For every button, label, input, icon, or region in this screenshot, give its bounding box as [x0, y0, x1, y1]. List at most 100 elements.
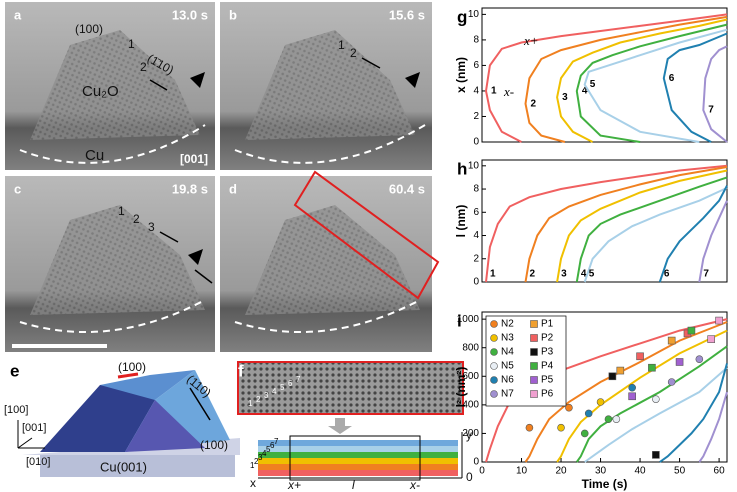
- facet: (100): [200, 438, 228, 452]
- annotation: x+: [523, 33, 539, 48]
- time: 15.6 s: [389, 7, 425, 22]
- layer: [258, 440, 458, 446]
- arrow: [189, 387, 211, 421]
- interface: [234, 124, 426, 164]
- legend-label: N5: [501, 361, 514, 372]
- marker: [628, 392, 636, 401]
- x-tick-label: 0: [479, 466, 485, 477]
- marker: [707, 335, 715, 343]
- marker: [565, 403, 573, 412]
- step: 2: [256, 395, 261, 404]
- series-label: 6: [669, 73, 675, 84]
- panel-b: b 15.6 s 1 2: [220, 2, 432, 170]
- arrowhead: [405, 72, 420, 88]
- axis-arrow: [17, 437, 33, 449]
- y-tick-label: 10: [468, 9, 480, 20]
- marker-label: x-: [409, 478, 420, 492]
- y-tick-label: 4: [473, 86, 479, 97]
- curve: [702, 45, 728, 143]
- marker: [525, 423, 534, 432]
- curve: [524, 166, 728, 283]
- step: 1: [118, 204, 125, 218]
- marker: [584, 409, 593, 418]
- curve: [662, 32, 728, 143]
- series-label: 2: [530, 98, 536, 109]
- y-tick-label: 10: [468, 160, 480, 171]
- curve: [575, 176, 728, 283]
- curve: [556, 18, 728, 143]
- metal-label: Cu: [85, 147, 104, 164]
- step: 3: [258, 453, 263, 462]
- top-step: [117, 372, 139, 379]
- curve: [583, 186, 728, 283]
- legend-symbol: [490, 362, 498, 370]
- step: 7: [296, 375, 301, 384]
- frame: [289, 435, 421, 481]
- y-tick-label: 800: [462, 342, 479, 353]
- x-tick-label: 50: [674, 466, 686, 477]
- curve: [698, 200, 728, 283]
- arrow: [159, 231, 179, 243]
- legend-box: [485, 315, 567, 407]
- marker: [616, 366, 625, 375]
- layer: [258, 446, 458, 452]
- panel-letter: a: [14, 7, 22, 22]
- marker: [667, 336, 676, 345]
- layer: [258, 470, 458, 476]
- curve: [484, 13, 728, 143]
- down-arrow: [328, 418, 352, 434]
- legend-symbol: [530, 362, 538, 370]
- curve: [658, 185, 728, 283]
- step: 3: [148, 220, 155, 234]
- curve: [583, 28, 728, 143]
- marker: [675, 358, 684, 366]
- arrow: [149, 79, 168, 91]
- scale-bar: [12, 344, 107, 348]
- step: 1: [338, 38, 345, 52]
- series-label: 7: [708, 105, 714, 116]
- legend-label: N4: [501, 347, 514, 358]
- y-tick-label: 600: [462, 371, 479, 382]
- marker: [580, 429, 589, 438]
- series-label: 4: [582, 86, 588, 97]
- panel-letter: f: [238, 361, 244, 380]
- curve: [524, 15, 728, 143]
- panel-c: c 19.8 s 1 2 3: [5, 176, 215, 352]
- time: 60.4 s: [389, 181, 425, 196]
- panel-a: a 13.0 s (100) (1̄10) 1 2 Cu₂O Cu [001]: [5, 2, 215, 170]
- time: 19.8 s: [172, 181, 208, 196]
- panel-letter: i: [457, 311, 462, 330]
- curve: [659, 363, 728, 463]
- step: 7: [274, 437, 279, 446]
- series-label: 2: [529, 269, 535, 280]
- marker: [687, 326, 696, 335]
- marker-label: x+: [287, 478, 301, 492]
- marker: [596, 398, 605, 406]
- step: 6: [270, 441, 275, 450]
- facet: (100): [75, 22, 103, 36]
- marker: [608, 372, 617, 381]
- series-label: 1: [490, 269, 496, 280]
- x-tick-label: 40: [635, 466, 647, 477]
- layer: [258, 452, 458, 458]
- x-tick-label: 60: [714, 466, 726, 477]
- legend-label: P6: [541, 389, 554, 400]
- marker: [715, 316, 723, 325]
- series-label: 3: [562, 92, 568, 103]
- y-axis-label: l (nm): [454, 205, 468, 238]
- series-label: 1: [491, 86, 497, 97]
- y-tick-label: 6: [473, 60, 479, 71]
- arrow: [194, 269, 213, 284]
- y-tick-label: 8: [473, 35, 479, 46]
- legend-symbol: [530, 348, 538, 356]
- curve: [524, 321, 728, 463]
- layer: [258, 464, 458, 470]
- facet: (100): [118, 360, 146, 374]
- y-tick-label: 0: [473, 277, 479, 288]
- legend-label: P3: [541, 347, 554, 358]
- crystal: [245, 30, 415, 140]
- crystal: [30, 30, 200, 140]
- panel-letter: g: [457, 7, 467, 26]
